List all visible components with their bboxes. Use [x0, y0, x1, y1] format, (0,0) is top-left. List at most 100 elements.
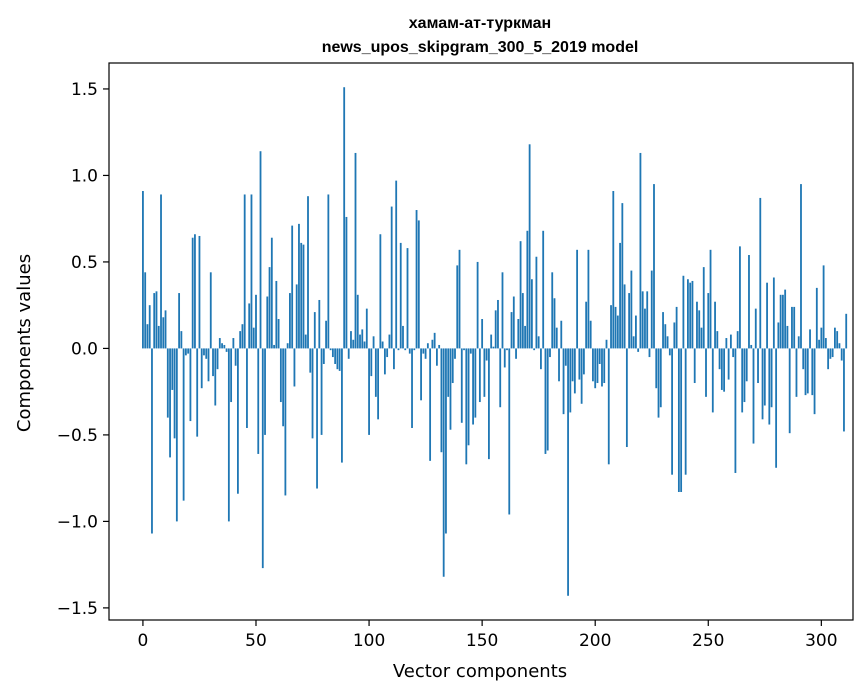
bar-300	[820, 327, 823, 349]
bar-241	[687, 279, 689, 349]
y-tick-label: −0.5	[57, 426, 98, 446]
bar-258	[725, 338, 728, 349]
bar-130	[436, 348, 438, 366]
bar-269	[750, 344, 753, 349]
bar-128	[431, 339, 434, 349]
y-tick-label: −1.5	[57, 599, 98, 619]
x-tick-label: 150	[466, 631, 498, 651]
bar-41	[234, 348, 237, 366]
bar-91	[347, 348, 350, 359]
bar-154	[490, 334, 493, 349]
bar-158	[499, 348, 502, 408]
bar-166	[517, 319, 520, 349]
bar-268	[748, 255, 750, 349]
bar-145	[469, 348, 472, 354]
bar-51	[257, 348, 260, 454]
bar-121	[415, 210, 418, 349]
bar-256	[720, 348, 723, 390]
bar-21	[189, 348, 192, 422]
bar-229	[659, 348, 662, 408]
bar-213	[623, 284, 626, 349]
bar-14	[173, 348, 176, 439]
bar-291	[800, 184, 802, 349]
bar-62	[282, 348, 285, 427]
bar-208	[612, 191, 615, 349]
y-tick-label: 1.0	[71, 166, 98, 186]
x-tick-label: 0	[138, 631, 149, 651]
bar-56	[268, 267, 271, 349]
bar-176	[540, 348, 542, 370]
bar-244	[693, 348, 696, 384]
bar-299	[818, 339, 820, 349]
bar-180	[549, 348, 551, 358]
bar-76	[313, 312, 316, 349]
y-tick-label: −1.0	[57, 512, 98, 532]
bar-240	[684, 348, 687, 475]
bar-221	[641, 291, 644, 349]
bar-174	[535, 256, 538, 349]
bar-233	[668, 348, 671, 356]
y-tick-label: 0.5	[71, 253, 98, 273]
bar-290	[797, 336, 800, 349]
x-axis-label: Vector components	[393, 661, 567, 682]
bar-52	[259, 151, 262, 349]
bar-75	[311, 348, 314, 439]
bar-267	[745, 348, 748, 382]
bar-247	[700, 327, 703, 349]
bar-120	[413, 348, 416, 351]
bar-129	[433, 332, 436, 349]
bar-287	[791, 306, 793, 349]
bar-251	[709, 249, 712, 349]
bar-105	[379, 234, 382, 349]
bar-58	[273, 344, 275, 349]
bar-200	[594, 348, 597, 389]
bar-118	[408, 348, 411, 354]
bar-22	[191, 237, 194, 349]
bar-224	[648, 348, 651, 358]
bar-134	[445, 348, 447, 534]
bar-108	[386, 348, 389, 358]
bar-183	[555, 327, 558, 349]
bar-155	[492, 346, 495, 349]
bar-282	[779, 294, 782, 349]
bar-177	[542, 230, 545, 349]
bar-25	[198, 235, 201, 349]
bar-131	[438, 344, 441, 349]
bar-308	[838, 343, 841, 349]
bar-254	[716, 331, 719, 349]
bar-27	[203, 348, 205, 356]
bar-187	[564, 348, 567, 366]
bar-88	[341, 348, 343, 463]
bar-142	[463, 348, 465, 351]
x-tick-label: 200	[579, 631, 611, 651]
bar-84	[331, 348, 334, 358]
bar-144	[467, 348, 470, 446]
bar-170	[526, 230, 529, 349]
bar-306	[834, 327, 836, 349]
bar-207	[610, 305, 612, 349]
bar-277	[768, 348, 771, 425]
bar-288	[793, 306, 796, 349]
bar-231	[664, 324, 667, 349]
bar-50	[255, 294, 257, 349]
bar-110	[390, 206, 393, 349]
bar-23	[194, 234, 196, 349]
bar-123	[420, 348, 422, 401]
bar-103	[374, 348, 377, 397]
bar-30	[209, 272, 212, 349]
bar-133	[442, 348, 445, 577]
bar-294	[806, 348, 809, 394]
bar-274	[761, 348, 764, 420]
bar-74	[309, 348, 312, 373]
bar-39	[230, 348, 233, 403]
bar-199	[592, 348, 594, 382]
bar-2	[146, 324, 149, 349]
bar-8	[160, 194, 162, 349]
bar-301	[822, 265, 825, 349]
bar-66	[291, 225, 294, 349]
bar-47	[248, 303, 251, 349]
bar-73	[307, 196, 309, 349]
bar-206	[607, 348, 610, 465]
bar-218	[635, 315, 637, 349]
